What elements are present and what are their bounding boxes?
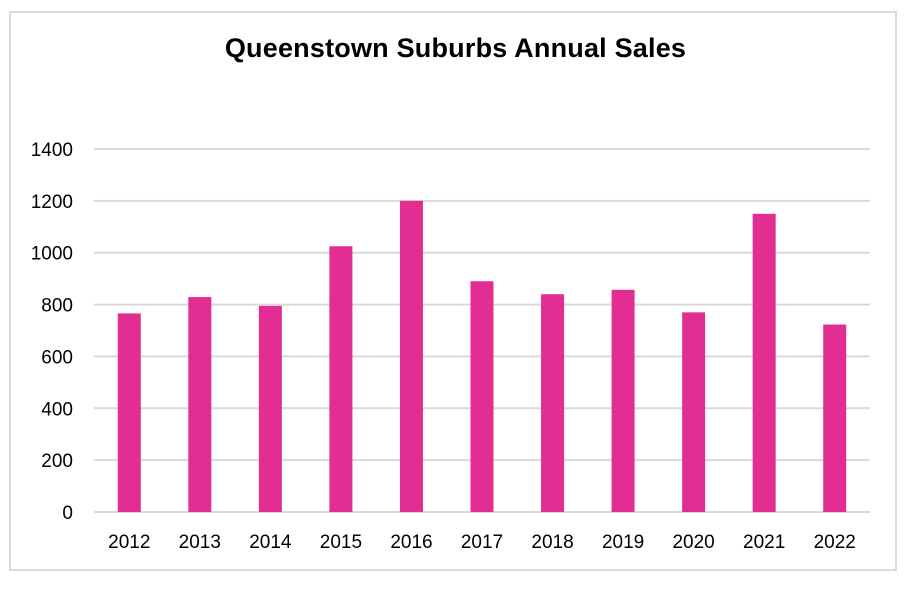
y-tick-label: 0 <box>62 503 73 524</box>
x-tick-label: 2018 <box>531 532 573 553</box>
y-tick-label: 1400 <box>31 140 73 161</box>
bar-2022 <box>823 324 847 512</box>
chart-title: Queenstown Suburbs Annual Sales <box>224 33 687 63</box>
bar-2017 <box>470 281 494 512</box>
y-tick-label: 1200 <box>31 192 73 213</box>
x-tick-label: 2020 <box>672 532 714 553</box>
bar-2021 <box>752 213 776 513</box>
y-tick-label: 400 <box>41 399 73 420</box>
x-tick-label: 2014 <box>249 532 292 553</box>
x-tick-label: 2012 <box>108 532 150 553</box>
bar-2016 <box>399 200 423 512</box>
x-tick-label: 2019 <box>602 532 644 553</box>
x-tick-label: 2015 <box>320 532 362 553</box>
y-tick-label: 1000 <box>31 244 73 265</box>
bar-2014 <box>258 305 282 512</box>
x-tick-label: 2013 <box>179 532 221 553</box>
x-tick-label: 2016 <box>390 532 432 553</box>
bar-2012 <box>117 313 141 512</box>
x-tick-label: 2022 <box>814 532 856 553</box>
y-tick-label: 800 <box>41 296 73 317</box>
bars <box>117 200 847 513</box>
bar-2020 <box>682 312 706 512</box>
x-tick-label: 2021 <box>743 532 785 553</box>
bar-2019 <box>611 289 635 512</box>
x-axis-ticks: 2012 2013 2014 2015 2016 2017 2018 2019 2020 2021… <box>108 532 856 553</box>
y-axis-ticks: 0 200 400 600 800 1000 1200 1400 <box>31 140 73 524</box>
bar-2018 <box>541 294 565 512</box>
chart-frame <box>9 11 897 571</box>
bar-2015 <box>329 246 353 512</box>
bar-2013 <box>188 297 212 512</box>
x-tick-label: 2017 <box>461 532 503 553</box>
y-tick-label: 200 <box>41 451 73 472</box>
y-tick-label: 600 <box>41 347 73 368</box>
